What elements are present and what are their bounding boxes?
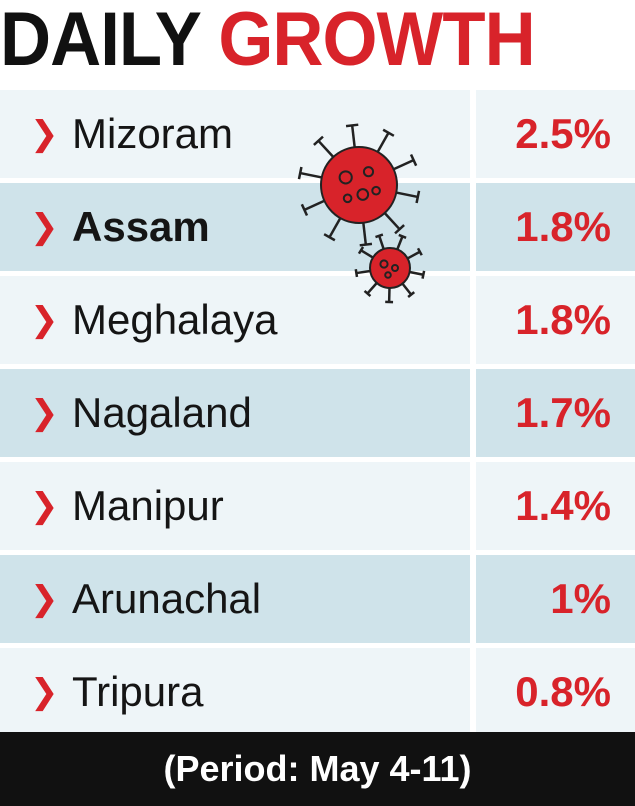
state-cell: ❯ Nagaland [0,369,470,457]
title-part-daily: DAILY [0,0,201,82]
chevron-right-icon: ❯ [30,486,59,526]
value-cell: 1% [476,555,635,643]
title-part-growth: GROWTH [218,0,535,82]
value-cell: 1.4% [476,462,635,550]
growth-value: 2.5% [515,110,611,157]
table-row: ❯ Nagaland 1.7% [0,369,635,457]
growth-value: 0.8% [515,668,611,715]
growth-table: ❯ Mizoram 2.5% ❯ Assam 1.8% ❯ Meghalaya 1.8% ❯ Nag… [0,86,635,736]
growth-value: 1% [550,575,611,622]
table-row: ❯ Tripura 0.8% [0,648,635,736]
table-row: ❯ Meghalaya 1.8% [0,276,635,364]
value-cell: 1.8% [476,276,635,364]
value-cell: 1.7% [476,369,635,457]
state-name: Nagaland [72,389,252,436]
state-name: Tripura [72,668,204,715]
state-cell: ❯ Meghalaya [0,276,470,364]
state-name: Assam [72,203,210,250]
chevron-right-icon: ❯ [30,579,59,619]
chevron-right-icon: ❯ [30,393,59,433]
period-note: (Period: May 4-11) [163,748,472,789]
state-name: Manipur [72,482,224,529]
growth-value: 1.7% [515,389,611,436]
state-name: Mizoram [72,110,234,157]
state-cell: ❯ Arunachal [0,555,470,643]
growth-value: 1.8% [515,296,611,343]
value-cell: 0.8% [476,648,635,736]
chevron-right-icon: ❯ [30,300,59,340]
chart-title: DAILY GROWTH [0,0,591,80]
chevron-right-icon: ❯ [30,114,59,154]
footer-bar: (Period: May 4-11) [0,732,635,806]
table-row: ❯ Manipur 1.4% [0,462,635,550]
state-cell: ❯ Manipur [0,462,470,550]
chevron-right-icon: ❯ [30,207,59,247]
virus-icon [354,233,426,304]
state-cell: ❯ Tripura [0,648,470,736]
growth-value: 1.8% [515,203,611,250]
state-name: Meghalaya [72,296,278,343]
table-row: ❯ Arunachal 1% [0,555,635,643]
value-cell: 1.8% [476,183,635,271]
state-name: Arunachal [72,575,262,622]
chevron-right-icon: ❯ [30,672,59,712]
virus-icon [297,123,421,247]
value-cell: 2.5% [476,90,635,178]
growth-value: 1.4% [515,482,611,529]
